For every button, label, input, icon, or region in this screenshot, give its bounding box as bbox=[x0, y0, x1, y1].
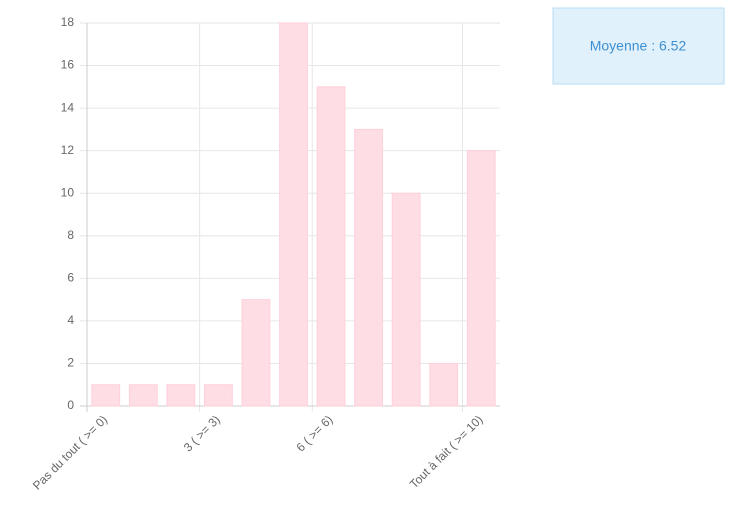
average-box bbox=[552, 7, 725, 85]
y-tick-label: 4 bbox=[67, 313, 74, 327]
average-text: Moyenne : 6.52 bbox=[590, 38, 687, 54]
y-tick-label: 10 bbox=[61, 185, 75, 199]
y-tick-label: 14 bbox=[61, 100, 75, 114]
bar bbox=[354, 128, 383, 407]
bar bbox=[279, 22, 308, 407]
bar bbox=[166, 384, 196, 407]
y-tick-label: 0 bbox=[67, 398, 74, 412]
x-tick-label: 6 ( >= 6) bbox=[293, 412, 335, 454]
x-tick-label: Pas du tout ( >= 0) bbox=[30, 412, 110, 492]
x-tick-label: 3 ( >= 3) bbox=[181, 412, 223, 454]
bar bbox=[241, 299, 271, 407]
bar bbox=[466, 150, 496, 407]
bar bbox=[316, 86, 346, 407]
y-tick-label: 16 bbox=[61, 58, 75, 72]
x-tick-label: Tout à fait ( >= 10) bbox=[407, 412, 486, 491]
bar bbox=[91, 384, 121, 407]
y-tick-label: 12 bbox=[61, 143, 75, 157]
bar bbox=[391, 192, 421, 407]
bar bbox=[429, 362, 459, 407]
y-tick-label: 18 bbox=[61, 15, 75, 29]
bar bbox=[204, 384, 233, 407]
y-tick-label: 2 bbox=[67, 356, 74, 370]
bar bbox=[128, 384, 158, 407]
y-tick-label: 8 bbox=[67, 228, 74, 242]
y-tick-label: 6 bbox=[67, 271, 74, 285]
